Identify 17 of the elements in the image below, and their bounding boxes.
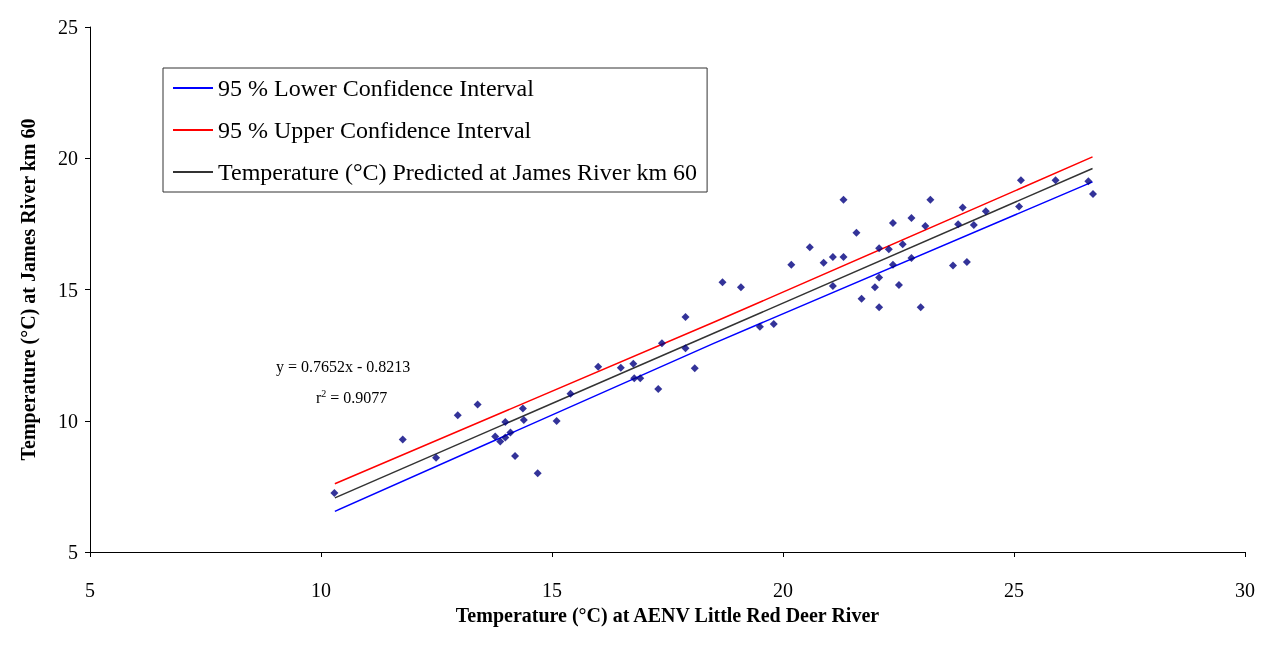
legend-label: 95 % Lower Confidence Interval — [218, 75, 535, 101]
x-tick-label: 10 — [311, 579, 331, 601]
x-tick-label: 25 — [1004, 579, 1024, 601]
y-tick-label: 20 — [58, 147, 78, 170]
x-tick-label: 5 — [85, 579, 95, 601]
legend-label: 95 % Upper Confidence Interval — [218, 117, 532, 143]
legend-label: Temperature (°C) Predicted at James River km 60 — [218, 159, 698, 185]
annotation: y = 0.7652x - 0.8213 — [276, 357, 411, 376]
x-tick-label: 30 — [1235, 579, 1255, 601]
x-tick-label: 20 — [773, 579, 793, 601]
y-axis-title: Temperature (°C) at James River km 60 — [17, 118, 40, 461]
x-axis-title: Temperature (°C) at AENV Little Red Deer River — [455, 603, 880, 627]
x-tick-label: 15 — [542, 579, 562, 601]
y-tick-label: 5 — [68, 541, 78, 563]
y-tick-label: 10 — [58, 409, 78, 432]
y-tick-label: 25 — [58, 16, 78, 38]
y-tick-label: 15 — [58, 278, 78, 301]
